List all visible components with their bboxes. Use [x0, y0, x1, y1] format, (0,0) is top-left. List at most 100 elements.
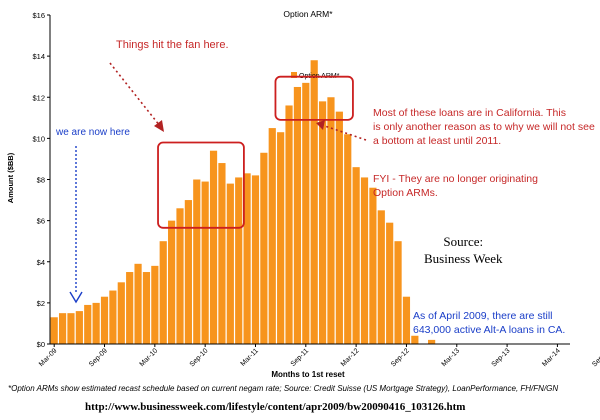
bar: [402, 296, 411, 344]
source-url: http://www.businessweek.com/lifestyle/co…: [85, 401, 466, 413]
y-axis-label: Amount ($BB): [6, 152, 15, 203]
x-tick-label: Mar-13: [441, 347, 462, 368]
x-tick-label: Sep-11: [290, 347, 311, 368]
y-tick-label: $16: [32, 11, 45, 20]
now-annotation: we are now here: [56, 127, 130, 138]
axis-ticks: $0 $2 $4 $6 $8 $10 $12 $14 $16 Mar-09 Sep-09 Mar-10…: [32, 11, 600, 368]
axes: [49, 15, 570, 345]
y-tick-label: $6: [37, 217, 45, 226]
bar-series: [50, 60, 436, 345]
bar: [335, 111, 343, 344]
x-tick-label: Mar-11: [240, 347, 260, 367]
x-tick-label: Mar-14: [541, 347, 562, 368]
fyi-annotation: FYI - They are no longer originating Opt…: [373, 172, 538, 200]
y-tick-label: $14: [32, 52, 45, 61]
x-tick-label: Mar-10: [139, 347, 160, 368]
bar: [184, 200, 192, 344]
bar: [386, 222, 394, 344]
bar: [84, 304, 92, 344]
alt-a-line: As of April 2009, there are still: [413, 310, 553, 322]
highlight-boxes: [157, 75, 354, 229]
y-tick-label: $2: [37, 299, 45, 308]
annotation-arrows: [69, 62, 367, 304]
bar: [243, 173, 251, 344]
bar: [327, 97, 335, 344]
bar: [58, 313, 67, 344]
bar: [377, 210, 385, 344]
bar: [285, 105, 293, 344]
alt-a-line: 643,000 active Alt-A loans in CA.: [413, 324, 566, 336]
bar: [344, 134, 352, 344]
x-tick-label: Sep-09: [88, 347, 109, 368]
now-arrowhead: [69, 291, 83, 304]
bar: [92, 302, 100, 345]
bar: [151, 265, 159, 344]
fyi-line: FYI - They are no longer originating: [373, 173, 538, 185]
source-line: Business Week: [424, 251, 503, 266]
bar: [394, 241, 402, 344]
y-tick-label: $8: [37, 176, 45, 185]
bar: [310, 60, 318, 345]
bar: [176, 208, 184, 344]
bar: [352, 167, 360, 344]
bar: [75, 311, 83, 344]
california-annotation: Most of these loans are in California. T…: [373, 106, 595, 148]
x-tick-label: Sep-12: [390, 347, 411, 368]
source-line: Source:: [443, 234, 484, 249]
fan-arrowhead: [154, 120, 164, 132]
bar: [411, 335, 419, 344]
ca-arrowhead: [316, 120, 325, 130]
fan-annotation: Things hit the fan here.: [116, 39, 229, 51]
bar: [50, 317, 58, 344]
x-axis-label: Months to 1st reset: [271, 370, 345, 379]
chart-footnote: *Option ARMs show estimated recast sched…: [8, 384, 559, 393]
bar: [193, 179, 201, 344]
bar: [67, 313, 75, 344]
x-tick-label: Sep-14: [591, 347, 600, 368]
highlight-box: [274, 75, 354, 121]
bar: [100, 296, 109, 344]
bar: [201, 181, 209, 344]
x-tick-label: Sep-13: [491, 347, 512, 368]
y-tick-label: $4: [37, 258, 45, 267]
bar: [168, 220, 176, 345]
y-tick-label: $12: [32, 93, 45, 102]
bar: [260, 152, 268, 344]
bar: [134, 263, 142, 344]
alt-a-annotation: As of April 2009, there are still 643,00…: [413, 309, 565, 337]
bar: [369, 187, 377, 344]
source-annotation: Source: Business Week: [424, 233, 503, 267]
bar: [428, 339, 436, 344]
chart-title: Option ARM*: [283, 9, 333, 19]
california-line: is only another reason as to why we will…: [373, 121, 595, 133]
x-tick-label: Sep-10: [189, 347, 210, 368]
bar: [142, 272, 151, 344]
bar: [218, 163, 226, 344]
bar: [302, 82, 310, 345]
y-tick-label: $10: [32, 134, 45, 143]
y-tick-label: $0: [37, 340, 45, 349]
x-tick-label: Mar-12: [340, 347, 361, 368]
legend-swatch: [291, 72, 297, 78]
bar: [126, 272, 134, 344]
fyi-line: Option ARMs.: [373, 187, 438, 199]
california-line: Most of these loans are in California. T…: [373, 107, 566, 119]
bar: [277, 132, 285, 344]
bar: [209, 150, 218, 344]
bar: [293, 86, 302, 344]
x-tick-label: Mar-09: [38, 347, 59, 368]
bar: [318, 101, 327, 344]
bar: [268, 128, 276, 344]
bar: [159, 241, 167, 344]
bar: [226, 183, 234, 344]
bar: [360, 177, 369, 344]
bar: [109, 290, 117, 344]
fan-arrow: [109, 62, 161, 127]
california-line: a bottom at least until 2011.: [373, 135, 502, 147]
bar: [117, 282, 125, 344]
highlight-box: [157, 141, 245, 229]
bar: [235, 177, 243, 344]
bar: [251, 175, 260, 344]
